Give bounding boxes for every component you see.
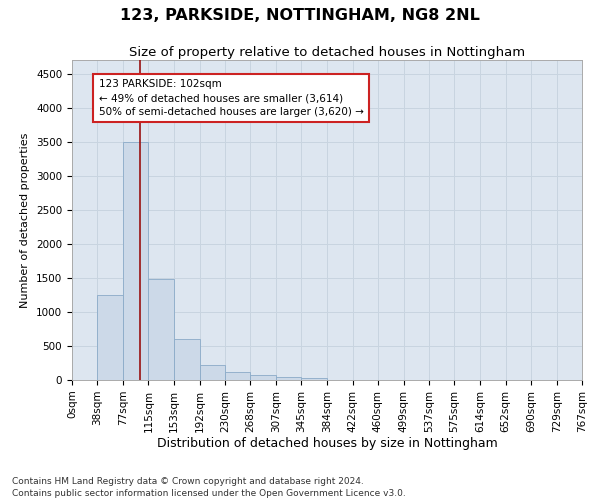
- Bar: [174, 339, 200, 380]
- Text: Contains HM Land Registry data © Crown copyright and database right 2024.
Contai: Contains HM Land Registry data © Crown c…: [12, 476, 406, 498]
- Bar: [97, 295, 123, 380]
- Bar: [250, 375, 276, 380]
- Bar: [225, 372, 250, 380]
- Text: 123, PARKSIDE, NOTTINGHAM, NG8 2NL: 123, PARKSIDE, NOTTINGHAM, NG8 2NL: [120, 8, 480, 22]
- Text: 123 PARKSIDE: 102sqm
← 49% of detached houses are smaller (3,614)
50% of semi-de: 123 PARKSIDE: 102sqm ← 49% of detached h…: [98, 79, 364, 117]
- Bar: [276, 377, 301, 380]
- Bar: [148, 279, 174, 380]
- Y-axis label: Number of detached properties: Number of detached properties: [20, 132, 31, 308]
- Bar: [123, 142, 148, 380]
- X-axis label: Distribution of detached houses by size in Nottingham: Distribution of detached houses by size …: [157, 438, 497, 450]
- Bar: [200, 365, 225, 380]
- Title: Size of property relative to detached houses in Nottingham: Size of property relative to detached ho…: [129, 46, 525, 59]
- Bar: [301, 378, 328, 380]
